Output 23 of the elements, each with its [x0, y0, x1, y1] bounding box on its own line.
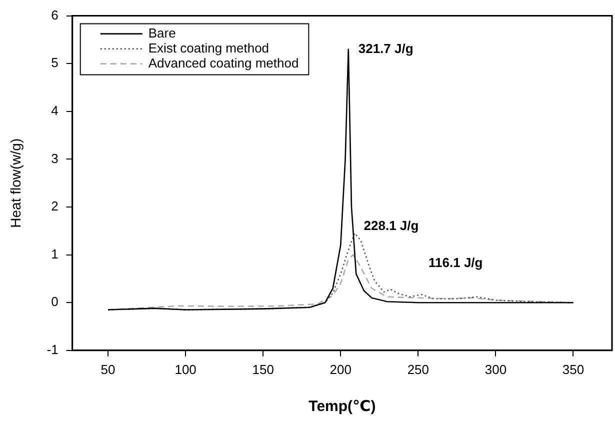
y-tick-label: 6	[51, 7, 58, 22]
legend-label: Bare	[148, 25, 176, 40]
x-tick-label: 100	[174, 362, 196, 377]
x-tick-label: 200	[330, 362, 352, 377]
y-axis-title: Heat flow(w/g)	[7, 138, 24, 228]
x-tick-label: 350	[562, 362, 584, 377]
annotation: 321.7 J/g	[358, 40, 414, 56]
x-tick-label: 150	[252, 362, 274, 377]
x-tick-label: 300	[484, 362, 507, 377]
annotation: 116.1 J/g	[428, 254, 483, 270]
y-tick-label: 1	[51, 246, 58, 262]
y-tick-label: 5	[51, 55, 58, 70]
x-tick-label: 250	[407, 362, 430, 377]
legend-label: Exist coating method	[148, 40, 270, 56]
y-tick-label: 0	[51, 294, 58, 310]
y-tick-label: 4	[51, 102, 58, 118]
annotation: 228.1 J/g	[364, 218, 419, 234]
x-axis-title: Temp(℃)	[308, 398, 376, 416]
y-tick-label: -1	[46, 342, 58, 357]
legend-label: Advanced coating method	[148, 55, 299, 70]
y-tick-label: 3	[51, 150, 58, 166]
y-tick-label: 2	[51, 198, 58, 214]
x-tick-label: 50	[100, 362, 116, 377]
